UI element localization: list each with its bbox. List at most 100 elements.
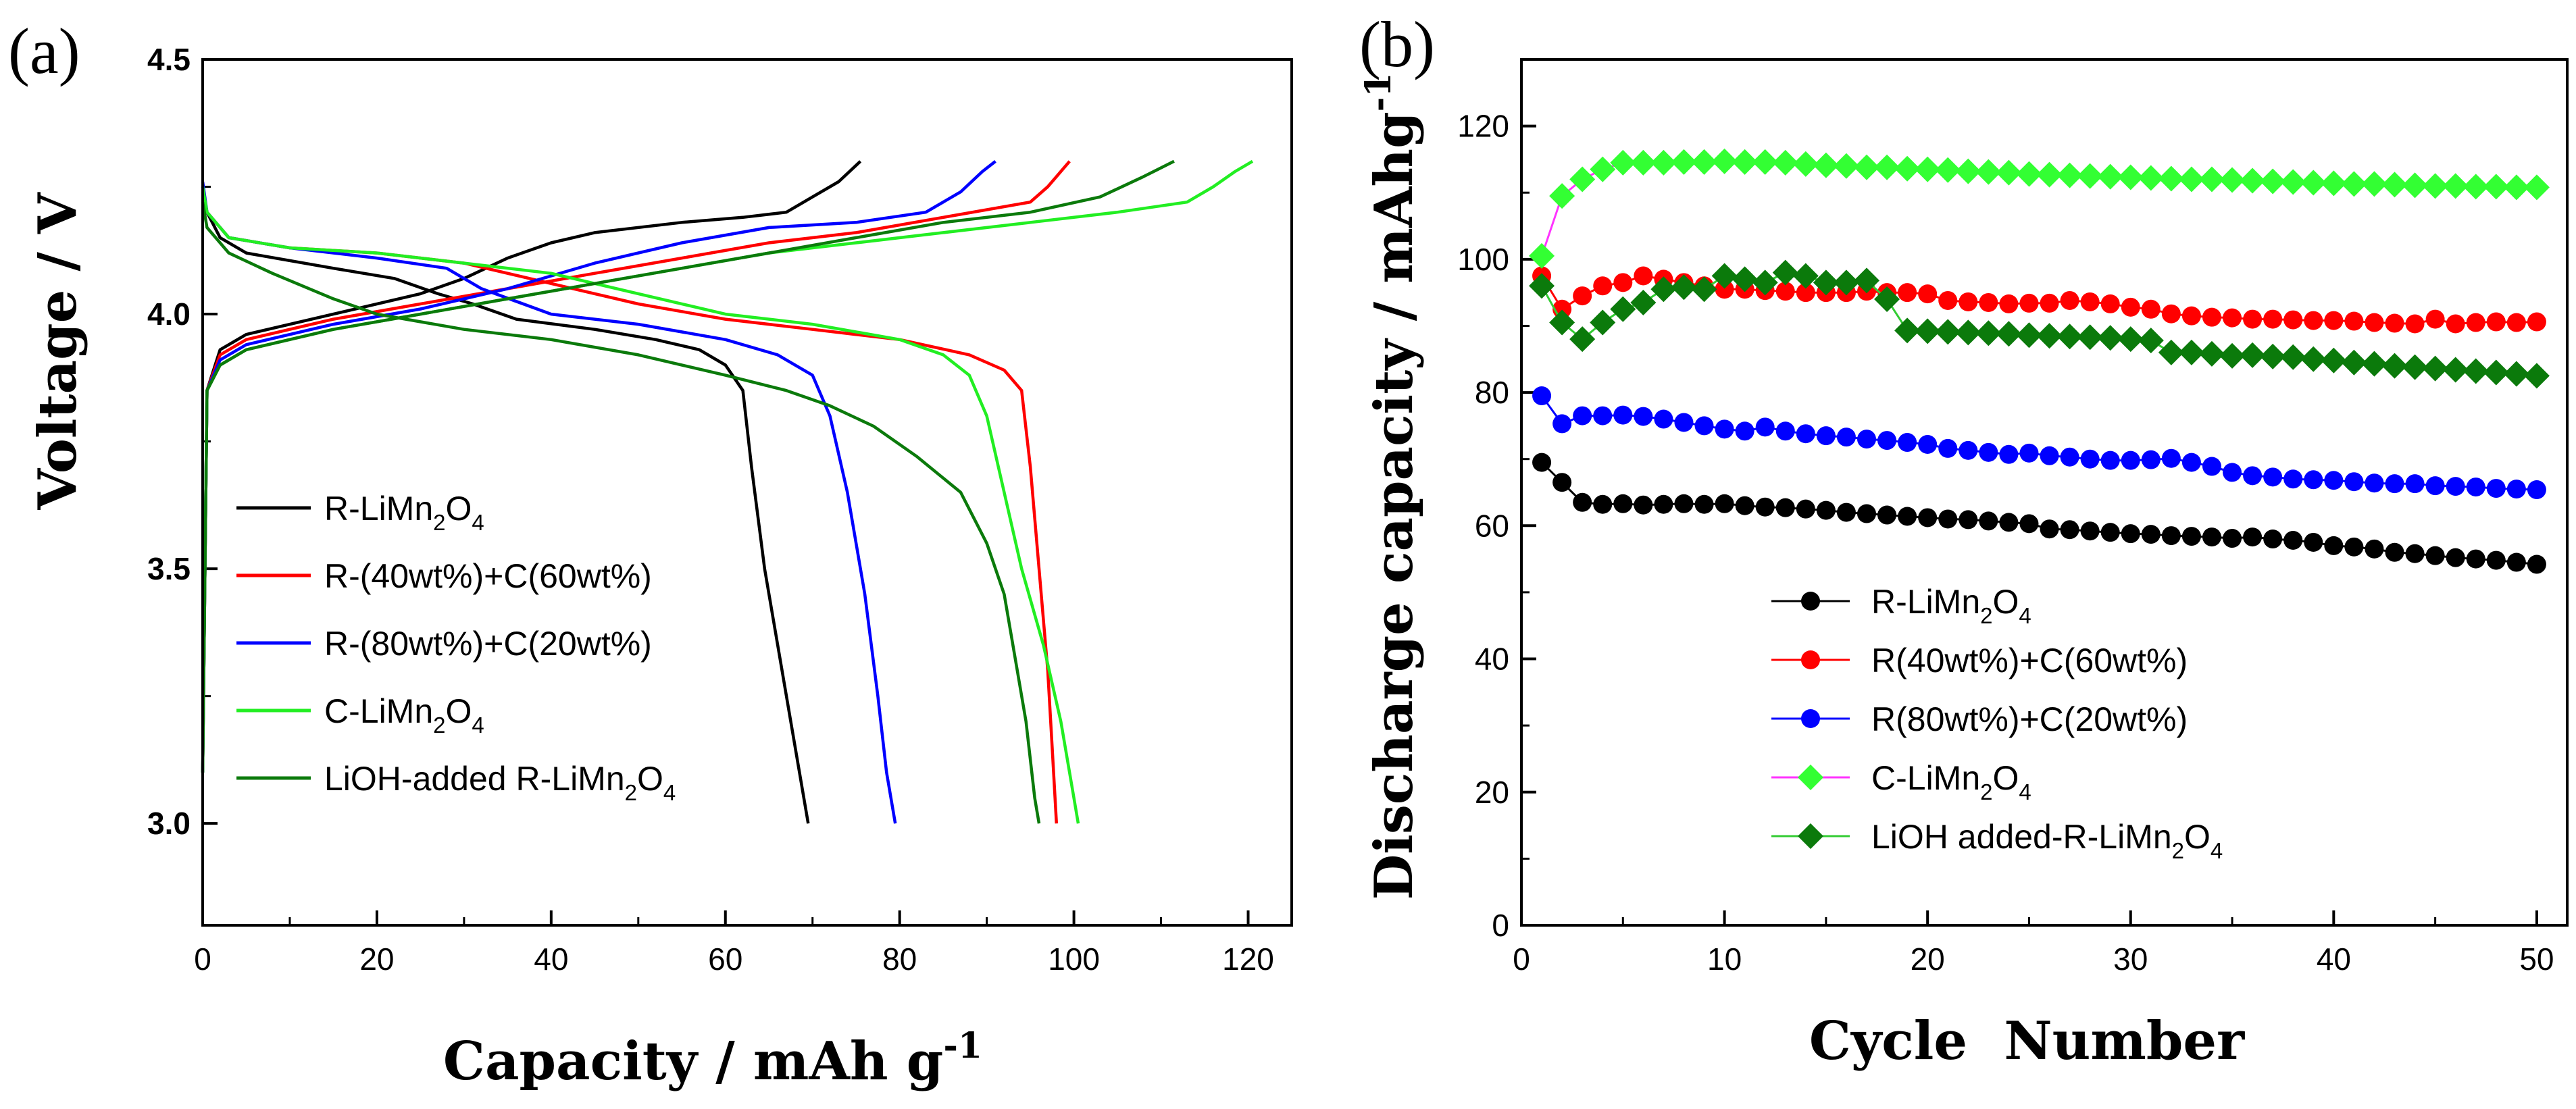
- panel-b-series-1-point: [2243, 309, 2263, 329]
- panel-b-series-1-point: [2121, 297, 2140, 317]
- panel-b-series-4-point: [1529, 273, 1555, 299]
- panel-b-series-1-point: [1573, 286, 1592, 306]
- panel-b-series-2-point: [1532, 386, 1552, 406]
- panel-b-series-2-point: [1694, 416, 1714, 436]
- panel-b-axes: 0 10 20 30 40 50 0 20 40 60 80 100 120: [1457, 109, 2554, 977]
- panel-b-legend-label-part: O: [2184, 818, 2211, 856]
- panel-a-legend-label-part: O: [446, 692, 472, 730]
- panel-b-series-2-point: [1938, 438, 1958, 458]
- panel-b-xtick-label: 20: [1911, 942, 1945, 977]
- panel-b-series-3-point: [1813, 152, 1839, 178]
- panel-b-series-4-point: [2097, 325, 2123, 351]
- panel-a-legend-label-part: 4: [472, 510, 484, 535]
- panel-b-series-4-point: [1630, 289, 1657, 315]
- panel-b-legend-marker: [1801, 592, 1820, 611]
- panel-b-series-0-point: [2466, 549, 2485, 569]
- panel-b-series-4-point: [1975, 320, 2002, 346]
- panel-a-legend-label: R-(80wt%)+C(20wt%): [324, 625, 652, 663]
- panel-b-series-0-point: [1836, 502, 1856, 522]
- panel-a-legend-label: R-(40wt%)+C(60wt%): [324, 557, 652, 595]
- panel-b-series-0-point: [1857, 504, 1876, 523]
- panel-b-series-2-point: [1634, 407, 1653, 426]
- panel-b-series-3-point: [2503, 174, 2529, 201]
- panel-b-series-3-point: [2219, 167, 2246, 193]
- panel-b-series-0-point: [2344, 537, 2364, 557]
- panel-b-legend-marker: [1798, 823, 1823, 849]
- panel-b-series-2-point: [2121, 450, 2140, 470]
- panel-b-series-4-point: [2240, 342, 2266, 368]
- panel-b-series-1-point: [2202, 307, 2221, 327]
- panel-b-legend-label-part: R(40wt%)+C(60wt%): [1871, 642, 2188, 679]
- panel-b-series-3-point: [1529, 242, 1555, 269]
- panel-b-series-2-point: [1715, 419, 1734, 439]
- panel-a-series-1-charge-line: [201, 160, 1071, 773]
- panel-b-series-2-point: [2141, 450, 2161, 469]
- panel-a-legend: R-LiMn2O4R-(40wt%)+C(60wt%)R-(80wt%)+C(2…: [236, 490, 676, 805]
- panel-b-series-2-point: [2405, 474, 2425, 494]
- panel-b-series-1-point: [2506, 313, 2526, 332]
- panel-b-series-1-point: [1999, 294, 2019, 313]
- panel-b-series-0-point: [2405, 544, 2425, 563]
- panel-b-series-4-point: [1711, 263, 1738, 289]
- panel-a-series-4-discharge-line: [201, 201, 1041, 824]
- panel-b-series-4-point: [1590, 309, 1616, 336]
- panel-b-cycling-chart: (b) Discharge capacity / mAhg-1 Cycle Nu…: [1358, 8, 2569, 1072]
- panel-b-series-1-point: [2080, 292, 2100, 311]
- panel-b-series-2-point: [1999, 444, 2019, 464]
- panel-b-series-3-point: [2361, 171, 2388, 197]
- panel-b-series-4-point: [2442, 357, 2469, 383]
- panel-b-series-2-point: [2304, 470, 2323, 490]
- panel-b-series-4-point: [2402, 354, 2428, 380]
- panel-b-series-3-point: [2280, 169, 2306, 195]
- panel-b-series-2-point: [2324, 471, 2344, 490]
- panel-b-series-0-point: [1755, 497, 1775, 517]
- panel-b-series-3-point: [1955, 158, 1981, 184]
- panel-b-series-3-point: [1996, 159, 2022, 186]
- panel-a-xtick-label: 40: [534, 942, 568, 977]
- panel-b-legend-label-part: 4: [2211, 838, 2223, 863]
- panel-b-series-2-point: [1674, 413, 1694, 432]
- panel-b-series-1-point: [2324, 311, 2344, 330]
- panel-b-series-0-point: [2060, 520, 2079, 540]
- panel-b-series-0-point: [2181, 527, 2201, 546]
- panel-b-series-0-point: [1715, 494, 1734, 513]
- panel-b-series-3-point: [1590, 156, 1616, 182]
- panel-b-series-0-point: [2141, 525, 2161, 544]
- panel-b-series-0-point: [1959, 510, 1978, 530]
- panel-b-series-0-point: [1999, 513, 2019, 532]
- panel-a-legend-label-part: O: [637, 760, 663, 798]
- panel-b-series-3-point: [1853, 154, 1879, 180]
- panel-b-series-4-point: [1853, 267, 1879, 294]
- panel-b-xtick-label: 10: [1707, 942, 1742, 977]
- panel-b-series-0-point: [2040, 519, 2059, 539]
- panel-b-series-0-point: [2080, 521, 2100, 541]
- panel-a-xtick-label: 60: [708, 942, 742, 977]
- panel-b-legend-marker: [1801, 650, 1820, 669]
- panel-b-series-0-point: [1532, 453, 1552, 472]
- panel-b-series-2-point: [1857, 430, 1876, 449]
- panel-b-series-0-point: [2527, 554, 2546, 574]
- panel-b-series-0-point: [1735, 496, 1754, 515]
- panel-b-series-3-point: [2442, 173, 2469, 199]
- panel-b-series-4-point: [1792, 263, 1819, 289]
- panel-b-series-1-point: [2365, 313, 2384, 332]
- panel-b-series-4-point: [2381, 353, 2408, 379]
- panel-a-legend-label-part: O: [446, 490, 472, 527]
- panel-b-series-2-point: [2040, 446, 2059, 465]
- panel-b-series-4-point: [2260, 343, 2286, 369]
- panel-b-series-1-point: [1634, 266, 1653, 286]
- panel-b-series-4-point: [2523, 363, 2550, 389]
- panel-b-series-3-point: [2056, 162, 2083, 188]
- panel-b-series-0-point: [1918, 508, 1938, 527]
- panel-b-series-4-point: [2361, 351, 2388, 377]
- panel-b-series-1-point: [1715, 280, 1734, 299]
- panel-a-xtick-label: 0: [194, 942, 211, 977]
- panel-b-series-1-point: [2405, 314, 2425, 334]
- panel-b-series-2-point: [2019, 443, 2039, 463]
- panel-a-series-0-discharge-line: [201, 186, 810, 824]
- panel-a-axes: 0 20 40 60 80 100 120 3.0 3.5 4.0 4.5: [147, 42, 1274, 977]
- panel-b-series-0-point: [2100, 523, 2120, 542]
- panel-b-series-3-point: [2463, 174, 2489, 200]
- panel-b-series-2-point: [1796, 424, 1815, 444]
- panel-b-series-4-point: [1671, 274, 1697, 301]
